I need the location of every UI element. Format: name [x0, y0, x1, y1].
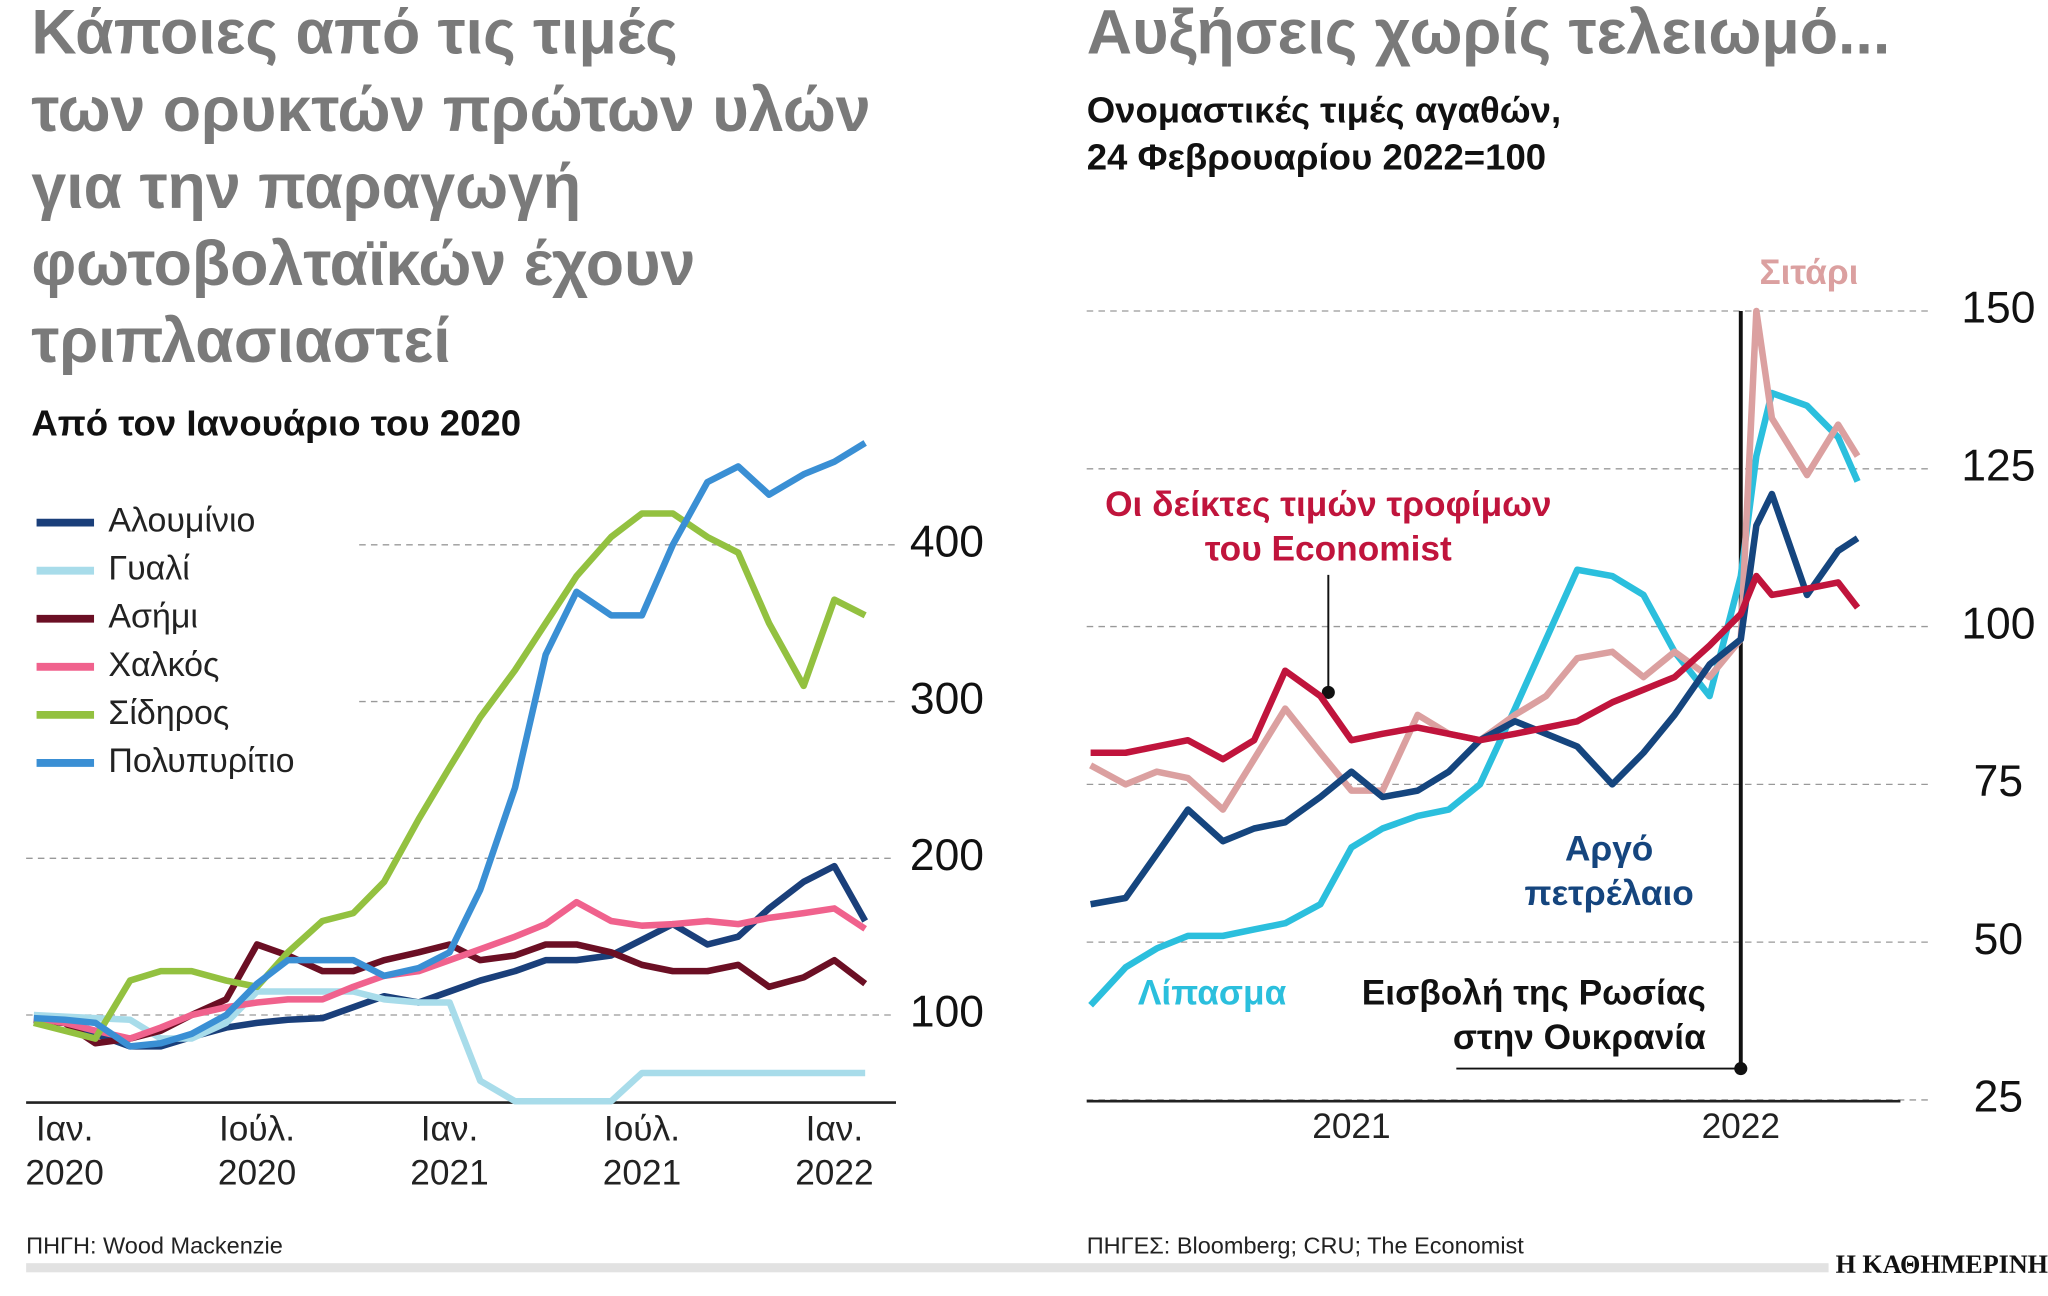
footer-bar [26, 1263, 1829, 1273]
y-tick-label: 100 [910, 988, 984, 1037]
chart-subtitle: Ονομαστικές τιμές αγαθών, 24 Φεβρουαρίου … [1087, 89, 1561, 177]
x-tick-label: Ιούλ. 2020 [218, 1110, 296, 1193]
chart-subtitle: Από τον Ιανουάριο του 2020 [31, 403, 521, 444]
legend-label: Αλουμίνιο [108, 502, 255, 540]
label-dot [1321, 685, 1335, 699]
series-line [1090, 490, 1860, 908]
legend-label: Χαλκός [108, 646, 219, 684]
series-label: Αργό πετρέλαιο [1524, 830, 1693, 913]
y-tick-label: 125 [1961, 442, 2035, 491]
x-tick-label: 2021 [1312, 1107, 1390, 1146]
series-label: Λίπασμα [1138, 974, 1287, 1013]
x-tick-label: Ιαν. 2021 [410, 1110, 488, 1193]
y-tick-label: 300 [910, 674, 984, 723]
legend-label: Γυαλί [108, 550, 190, 588]
legend-label: Πολυπυρίτιο [108, 742, 294, 780]
series-line [33, 898, 867, 1042]
y-tick-label: 100 [1961, 599, 2035, 648]
series-line [33, 510, 867, 1042]
legend-label: Σίδηρος [108, 694, 229, 732]
x-tick-label: Ιαν. 2020 [25, 1110, 103, 1193]
y-tick-label: 25 [1974, 1073, 2023, 1122]
series-label: Σιτάρι [1759, 253, 1858, 292]
y-tick-label: 150 [1961, 284, 2035, 333]
series-line [33, 440, 867, 1050]
event-dot [1734, 1062, 1748, 1076]
y-tick-label: 400 [910, 518, 984, 567]
x-tick-label: Ιαν. 2022 [795, 1110, 873, 1193]
source: ΠΗΓΕΣ: Bloomberg; CRU; The Economist [1087, 1233, 1525, 1259]
series-line [1090, 572, 1861, 763]
series-line [33, 862, 869, 1050]
y-tick-label: 50 [1974, 915, 2023, 964]
source: ΠΗΓΗ: Wood Mackenzie [26, 1233, 283, 1259]
legend-label: Ασήμι [108, 598, 198, 636]
y-tick-label: 200 [910, 831, 984, 880]
y-tick-label: 75 [1974, 757, 2023, 806]
chart-title: Κάποιες από τις τιμές των ορυκτών πρώτων … [31, 0, 870, 376]
chart-title: Αυξήσεις χωρίς τελειωμό... [1087, 0, 1891, 67]
annotation: Εισβολή της Ρωσίας στην Ουκρανία [1362, 974, 1706, 1057]
series-label: Οι δείκτες τιμών τροφίμων του Economist [1105, 485, 1551, 568]
x-tick-label: Ιούλ. 2021 [603, 1110, 681, 1193]
x-tick-label: 2022 [1702, 1107, 1780, 1146]
series-line [1088, 389, 1861, 1008]
brand: Η ΚΑΘΗΜΕΡΙΝΗ [1836, 1250, 2048, 1279]
